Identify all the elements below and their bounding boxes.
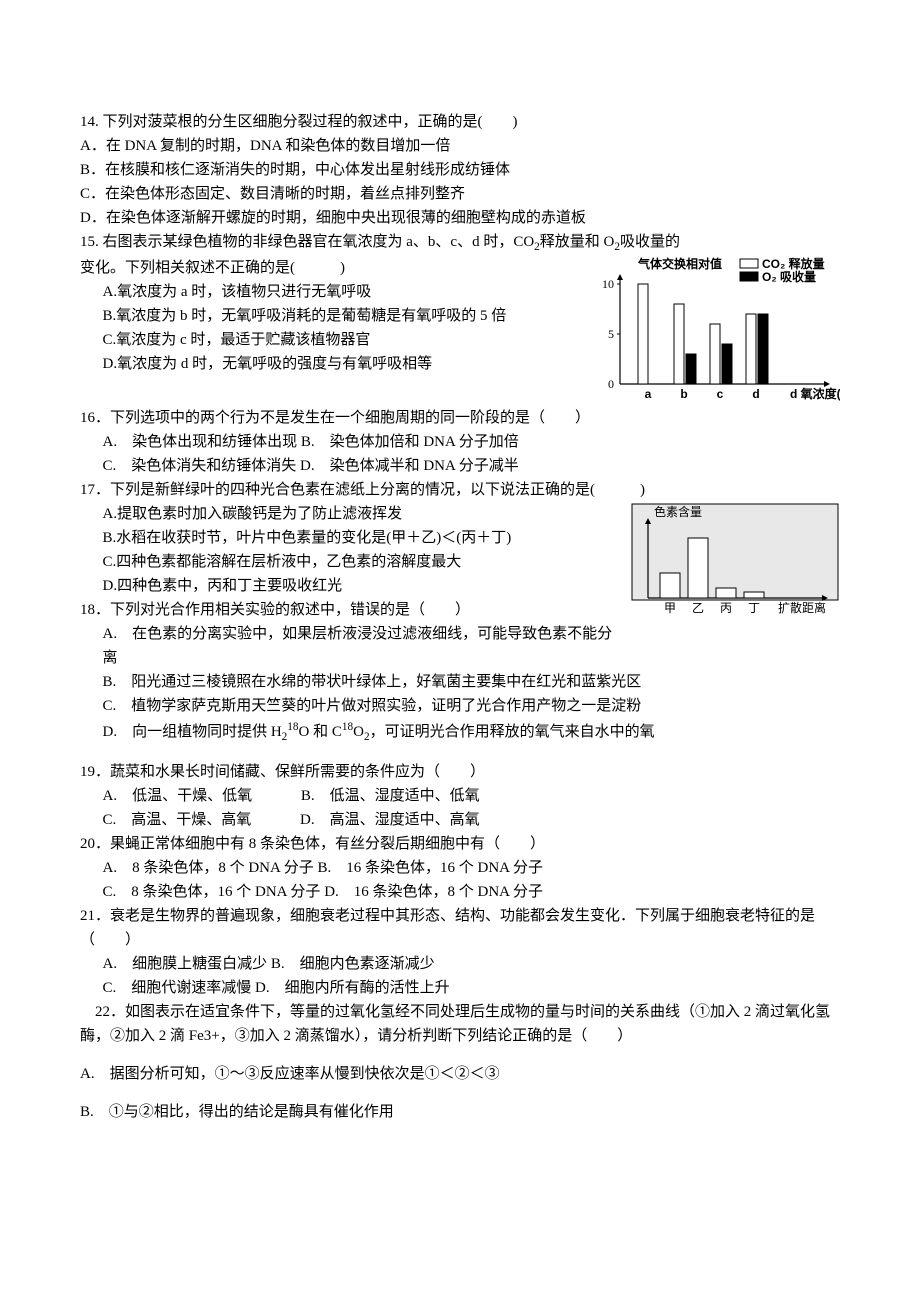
- q14-opt-c: C．在染色体形态固定、数目清晰的时期，着丝点排列整齐: [80, 182, 840, 206]
- svg-text:气体交换相对值: 气体交换相对值: [637, 256, 722, 271]
- q21-opt-d: D. 细胞内所有酶的活性上升: [255, 980, 450, 996]
- q17-opt-a: A.提取色素时加入碳酸钙是为了防止滤液挥发: [103, 502, 627, 526]
- q22-stem: 22．如图表示在适宜条件下，等量的过氧化氢经不同处理后生成物的量与时间的关系曲线…: [80, 1000, 840, 1048]
- q21-opt-a: A. 细胞膜上糖蛋白减少: [103, 956, 268, 972]
- q16-opt-b: B. 染色体加倍和 DNA 分子加倍: [301, 434, 519, 450]
- svg-text:5: 5: [608, 327, 614, 341]
- svg-text:CO₂ 释放量: CO₂ 释放量: [762, 256, 825, 271]
- q16-opts-row1: A. 染色体出现和纺锤体出现 B. 染色体加倍和 DNA 分子加倍: [103, 430, 841, 454]
- q15-opt-a: A.氧浓度为 a 时，该植物只进行无氧呼吸: [103, 280, 587, 304]
- q16-opt-a: A. 染色体出现和纺锤体出现: [103, 434, 298, 450]
- q22-opt-b: B. ①与②相比，得出的结论是酶具有催化作用: [80, 1100, 840, 1124]
- q15-stem-line2: 变化。下列相关叙述不正确的是( ): [80, 256, 586, 280]
- svg-text:d 氧浓度(%): d 氧浓度(%): [790, 386, 840, 401]
- q21-opt-b: B. 细胞内色素逐渐减少: [271, 956, 435, 972]
- q16-opts-row2: C. 染色体消失和纺锤体消失 D. 染色体减半和 DNA 分子减半: [103, 454, 841, 478]
- q21-opt-c: C. 细胞代谢速率减慢: [103, 980, 252, 996]
- q16-opt-d: D. 染色体减半和 DNA 分子减半: [300, 458, 519, 474]
- q19-stem: 19．蔬菜和水果长时间储藏、保鲜所需要的条件应为（ ）: [80, 760, 840, 784]
- q20-opts-row2: C. 8 条染色体，16 个 DNA 分子 D. 16 条染色体，8 个 DNA…: [103, 880, 841, 904]
- q19-opt-a: A. 低温、干燥、低氧: [103, 788, 253, 804]
- q21-stem: 21．衰老是生物界的普遍现象，细胞衰老过程中其形态、结构、功能都会发生变化．下列…: [80, 904, 840, 952]
- svg-text:O₂ 吸收量: O₂ 吸收量: [762, 269, 816, 284]
- q19-opts-row1: A. 低温、干燥、低氧 B. 低温、湿度适中、低氧: [103, 784, 841, 808]
- svg-text:甲: 甲: [664, 601, 676, 615]
- q18-d-b: O 和 C: [299, 724, 342, 740]
- svg-text:丙: 丙: [720, 601, 732, 615]
- svg-text:0: 0: [608, 377, 614, 391]
- q18-d-c: O: [353, 724, 364, 740]
- q14-opt-a: A．在 DNA 复制的时期，DNA 和染色体的数目增加一倍: [80, 134, 840, 158]
- q15-opt-d: D.氧浓度为 d 时，无氧呼吸的强度与有氧呼吸相等: [103, 352, 587, 376]
- q15-stem-a: 15. 右图表示某绿色植物的非绿色器官在氧浓度为 a、b、c、d 时，CO: [80, 234, 534, 250]
- q18-stem: 18．下列对光合作用相关实验的叙述中，错误的是（ ）: [80, 598, 626, 622]
- q21-opts-row1: A. 细胞膜上糖蛋白减少 B. 细胞内色素逐渐减少: [103, 952, 841, 976]
- q14-opt-b: B．在核膜和核仁逐渐消失的时期，中心体发出星射线形成纺锤体: [80, 158, 840, 182]
- q19-opts-row2: C. 高温、干燥、高氧 D. 高温、湿度适中、高氧: [103, 808, 841, 832]
- q16-stem: 16．下列选项中的两个行为不是发生在一个细胞周期的同一阶段的是（ ）: [80, 406, 840, 430]
- q19-opt-b: B. 低温、湿度适中、低氧: [301, 788, 480, 804]
- q20-opt-a: A. 8 条染色体，8 个 DNA 分子: [103, 860, 314, 876]
- q15-stem-c: 吸收量的: [620, 234, 680, 250]
- q15-opt-b: B.氧浓度为 b 时，无氧呼吸消耗的是葡萄糖是有氧呼吸的 5 倍: [103, 304, 587, 328]
- q22-opt-a: A. 据图分析可知，①～③反应速率从慢到快依次是①＜②＜③: [80, 1062, 840, 1086]
- q20-opt-d: D. 16 条染色体，8 个 DNA 分子: [324, 884, 543, 900]
- svg-text:丁: 丁: [748, 601, 760, 615]
- respiration-bar-chart: 气体交换相对值 CO₂ 释放量O₂ 吸收量 5 10 0 a b c d d 氧浓度(%): [590, 256, 840, 406]
- q18-opt-b: B. 阳光通过三棱镜照在水绵的带状叶绿体上，好氧菌主要集中在红光和蓝紫光区: [103, 670, 841, 694]
- svg-text:10: 10: [602, 277, 614, 291]
- q15-stem-b: 释放量和 O: [540, 234, 615, 250]
- q18-opt-a: A. 在色素的分离实验中，如果层析液浸没过滤液细线，可能导致色素不能分离: [103, 622, 627, 670]
- q18-opt-c: C. 植物学家萨克斯用天竺葵的叶片做对照实验，证明了光合作用产物之一是淀粉: [103, 694, 841, 718]
- q17-opt-c: C.四种色素都能溶解在层析液中，乙色素的溶解度最大: [103, 550, 627, 574]
- q18-opt-d: D. 向一组植物同时提供 H218O 和 C18O2，可证明光合作用释放的氧气来…: [103, 718, 841, 746]
- q20-stem: 20．果蝇正常体细胞中有 8 条染色体，有丝分裂后期细胞中有（ ）: [80, 832, 840, 856]
- q20-opts-row1: A. 8 条染色体，8 个 DNA 分子 B. 16 条染色体，16 个 DNA…: [103, 856, 841, 880]
- q21-opts-row2: C. 细胞代谢速率减慢 D. 细胞内所有酶的活性上升: [103, 976, 841, 1000]
- svg-text:乙: 乙: [692, 601, 704, 615]
- q19-opt-c: C. 高温、干燥、高氧: [103, 812, 252, 828]
- q20-opt-c: C. 8 条染色体，16 个 DNA 分子: [103, 884, 321, 900]
- svg-text:扩散距离: 扩散距离: [778, 600, 826, 615]
- q14-stem: 14. 下列对菠菜根的分生区细胞分裂过程的叙述中，正确的是( ): [80, 110, 840, 134]
- svg-text:色素含量: 色素含量: [654, 504, 702, 519]
- q16-opt-c: C. 染色体消失和纺锤体消失: [103, 458, 297, 474]
- svg-text:a: a: [645, 387, 652, 401]
- pigment-bar-chart: 色素含量甲 乙 丙 丁 扩散距离: [630, 502, 840, 622]
- q17-opt-d: D.四种色素中，丙和丁主要吸收红光: [103, 574, 627, 598]
- svg-text:b: b: [680, 387, 687, 401]
- q17-opt-b: B.水稻在收获时节，叶片中色素量的变化是(甲＋乙)＜(丙＋丁): [103, 526, 627, 550]
- q14-opt-d: D．在染色体逐渐解开螺旋的时期，细胞中央出现很薄的细胞壁构成的赤道板: [80, 206, 840, 230]
- q18-d-a: D. 向一组植物同时提供 H: [103, 724, 282, 740]
- q15-opt-c: C.氧浓度为 c 时，最适于贮藏该植物器官: [103, 328, 587, 352]
- q19-opt-d: D. 高温、湿度适中、高氧: [300, 812, 480, 828]
- q17-stem: 17．下列是新鲜绿叶的四种光合色素在滤纸上分离的情况，以下说法正确的是( ): [80, 478, 840, 502]
- q15-stem-line1: 15. 右图表示某绿色植物的非绿色器官在氧浓度为 a、b、c、d 时，CO2释放…: [80, 230, 840, 256]
- svg-text:d: d: [752, 387, 759, 401]
- q20-opt-b: B. 16 条染色体，16 个 DNA 分子: [318, 860, 543, 876]
- svg-text:c: c: [717, 387, 724, 401]
- q18-d-d: ，可证明光合作用释放的氧气来自水中的氧: [370, 724, 655, 740]
